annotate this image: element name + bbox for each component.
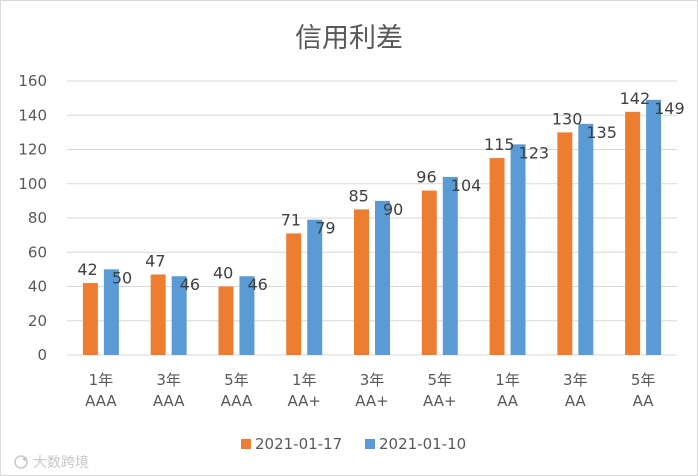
- x-category-label-line: 1年: [495, 371, 520, 389]
- data-label: 85: [349, 186, 369, 205]
- data-label: 79: [315, 219, 335, 238]
- x-category-label: 1年 AA+: [287, 371, 321, 410]
- bar-2021-01-17-3: [286, 233, 302, 355]
- legend-label: 2021-01-17: [255, 435, 342, 453]
- data-label: 46: [247, 275, 267, 294]
- x-category-label-line: AAA: [153, 392, 185, 410]
- data-label: 123: [519, 143, 550, 162]
- x-category-label-line: 1年: [292, 371, 317, 389]
- x-category-label-line: AA+: [287, 392, 321, 410]
- data-label: 135: [586, 123, 617, 142]
- x-category-label-line: AAA: [85, 392, 117, 410]
- x-category-label: 5年 AA+: [423, 371, 457, 410]
- data-labels-layer: 42 50 47 46 40 46 71 79 85 90 96 104 115 123130135142…: [77, 89, 684, 294]
- bar-2021-01-10-0: [103, 269, 119, 355]
- data-label: 130: [552, 109, 583, 128]
- x-category-label-line: AA: [497, 392, 519, 410]
- x-category-label-line: 3年: [563, 371, 588, 389]
- legend-label: 2021-01-10: [379, 435, 466, 453]
- legend-swatch-2021-01-10: [365, 439, 375, 449]
- data-label: 42: [77, 260, 97, 279]
- data-label: 47: [145, 252, 165, 271]
- data-label: 50: [112, 268, 132, 287]
- y-tick-label: 20: [28, 312, 47, 330]
- y-tick-label: 40: [28, 278, 47, 296]
- x-category-label: 3年 AA: [563, 371, 588, 410]
- x-category-label-line: 5年: [631, 371, 656, 389]
- bar-2021-01-10-6: [510, 144, 526, 355]
- data-label: 115: [484, 135, 515, 154]
- bar-2021-01-17-7: [557, 132, 573, 355]
- bar-2021-01-17-4: [354, 209, 369, 355]
- y-tick-label: 140: [18, 106, 47, 124]
- bars-layer: [82, 99, 662, 356]
- x-category-label-line: 1年: [89, 371, 114, 389]
- bar-2021-01-10-1: [171, 276, 187, 355]
- x-category-label: 5年 AAA: [221, 371, 253, 410]
- bar-2021-01-17-8: [625, 111, 641, 355]
- bar-2021-01-10-5: [442, 176, 458, 355]
- data-label: 90: [383, 200, 403, 219]
- data-label: 142: [620, 89, 651, 108]
- data-label: 46: [180, 275, 200, 294]
- x-category-label: 3年 AA+: [355, 371, 389, 410]
- y-tick-label: 120: [18, 141, 47, 159]
- grid-layer: 0 20 40 60 80 100 120 140 160: [18, 72, 677, 364]
- x-category-label: 1年 AAA: [85, 371, 117, 410]
- x-category-label: 5年 AA: [631, 371, 656, 410]
- data-label: 104: [451, 176, 482, 195]
- y-tick-label: 80: [28, 209, 47, 227]
- bar-2021-01-17-2: [218, 286, 234, 355]
- y-tick-label: 100: [18, 175, 47, 193]
- x-category-label-line: 5年: [428, 371, 453, 389]
- data-label: 96: [416, 168, 436, 187]
- watermark-logo-dot: [23, 457, 27, 461]
- bar-2021-01-10-3: [307, 219, 323, 355]
- x-category-label-line: 3年: [360, 371, 385, 389]
- bar-2021-01-10-7: [578, 123, 594, 355]
- legend: 2021-01-17 2021-01-10: [241, 435, 466, 453]
- legend-swatch-2021-01-17: [241, 439, 251, 449]
- x-category-label-line: AAA: [221, 392, 253, 410]
- y-tick-label: 60: [28, 243, 47, 261]
- bar-2021-01-17-0: [82, 283, 98, 355]
- x-category-label: 3年 AAA: [153, 371, 185, 410]
- bar-2021-01-10-8: [646, 99, 662, 356]
- x-category-label-line: 5年: [224, 371, 249, 389]
- watermark-text: 大数跨境: [33, 455, 89, 471]
- watermark: 大数跨境: [14, 455, 89, 471]
- bar-2021-01-17-5: [421, 190, 437, 355]
- data-label: 40: [213, 264, 233, 283]
- bar-2021-01-10-4: [375, 200, 390, 355]
- y-tick-label: 160: [18, 72, 47, 90]
- bar-2021-01-10-2: [239, 276, 255, 355]
- x-category-label-line: AA: [565, 392, 587, 410]
- x-category-label-line: AA: [633, 392, 655, 410]
- bar-2021-01-17-6: [489, 158, 505, 355]
- x-category-label-line: 3年: [156, 371, 181, 389]
- x-category-label: 1年 AA: [495, 371, 520, 410]
- bar-2021-01-17-1: [150, 274, 166, 355]
- y-tick-label: 0: [37, 346, 47, 364]
- data-label: 149: [654, 99, 685, 118]
- data-label: 71: [281, 210, 301, 229]
- chart-title: 信用利差: [295, 23, 403, 54]
- x-category-label-line: AA+: [423, 392, 457, 410]
- watermark-logo-icon: [14, 455, 28, 469]
- x-category-label-line: AA+: [355, 392, 389, 410]
